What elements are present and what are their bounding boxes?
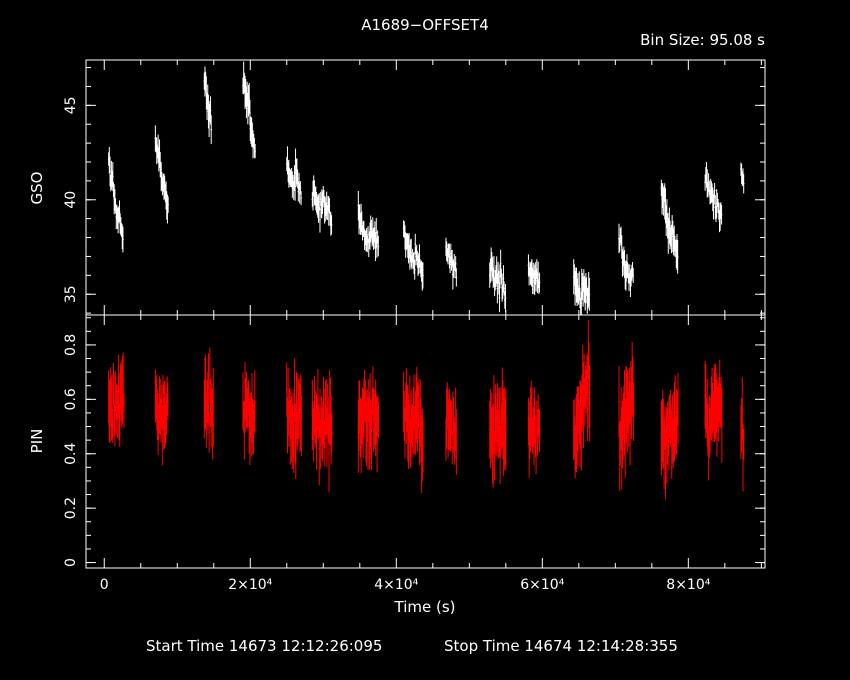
y-tick-label: 0.2 [63,497,79,519]
bin-size-label: Bin Size: 95.08 s [640,31,765,49]
pin-panel: 0 0.2 0.4 0.6 0.8 [63,314,766,569]
y-tick-label: 40 [63,191,79,209]
pin-data-points [107,320,745,500]
y-tick-label: 45 [63,96,79,114]
gso-axis-label: GSO [28,172,46,205]
x-tick-label: 2×10⁴ [228,577,272,593]
gso-panel: 35 40 45 [63,59,766,316]
y-tick-label: 0.8 [63,334,79,356]
x-tick-label: 0 [100,577,109,593]
y-tick-label: 0.6 [63,388,79,410]
stop-time-label: Stop Time 14674 12:14:28:355 [444,637,678,655]
start-time-label: Start Time 14673 12:12:26:095 [146,637,382,655]
chart-title: A1689−OFFSET4 [361,16,489,34]
y-tick-label: 0.4 [63,443,79,465]
gso-data-points [107,61,745,315]
y-tick-label: 0 [63,558,79,567]
x-tick-label: 6×10⁴ [520,577,564,593]
x-tick-label: 8×10⁴ [666,577,710,593]
pin-axis-label: PIN [28,429,46,454]
x-tick-label: 4×10⁴ [374,577,418,593]
x-axis-label: Time (s) [394,598,456,616]
y-tick-label: 35 [63,285,79,303]
pin-frame [85,314,766,569]
